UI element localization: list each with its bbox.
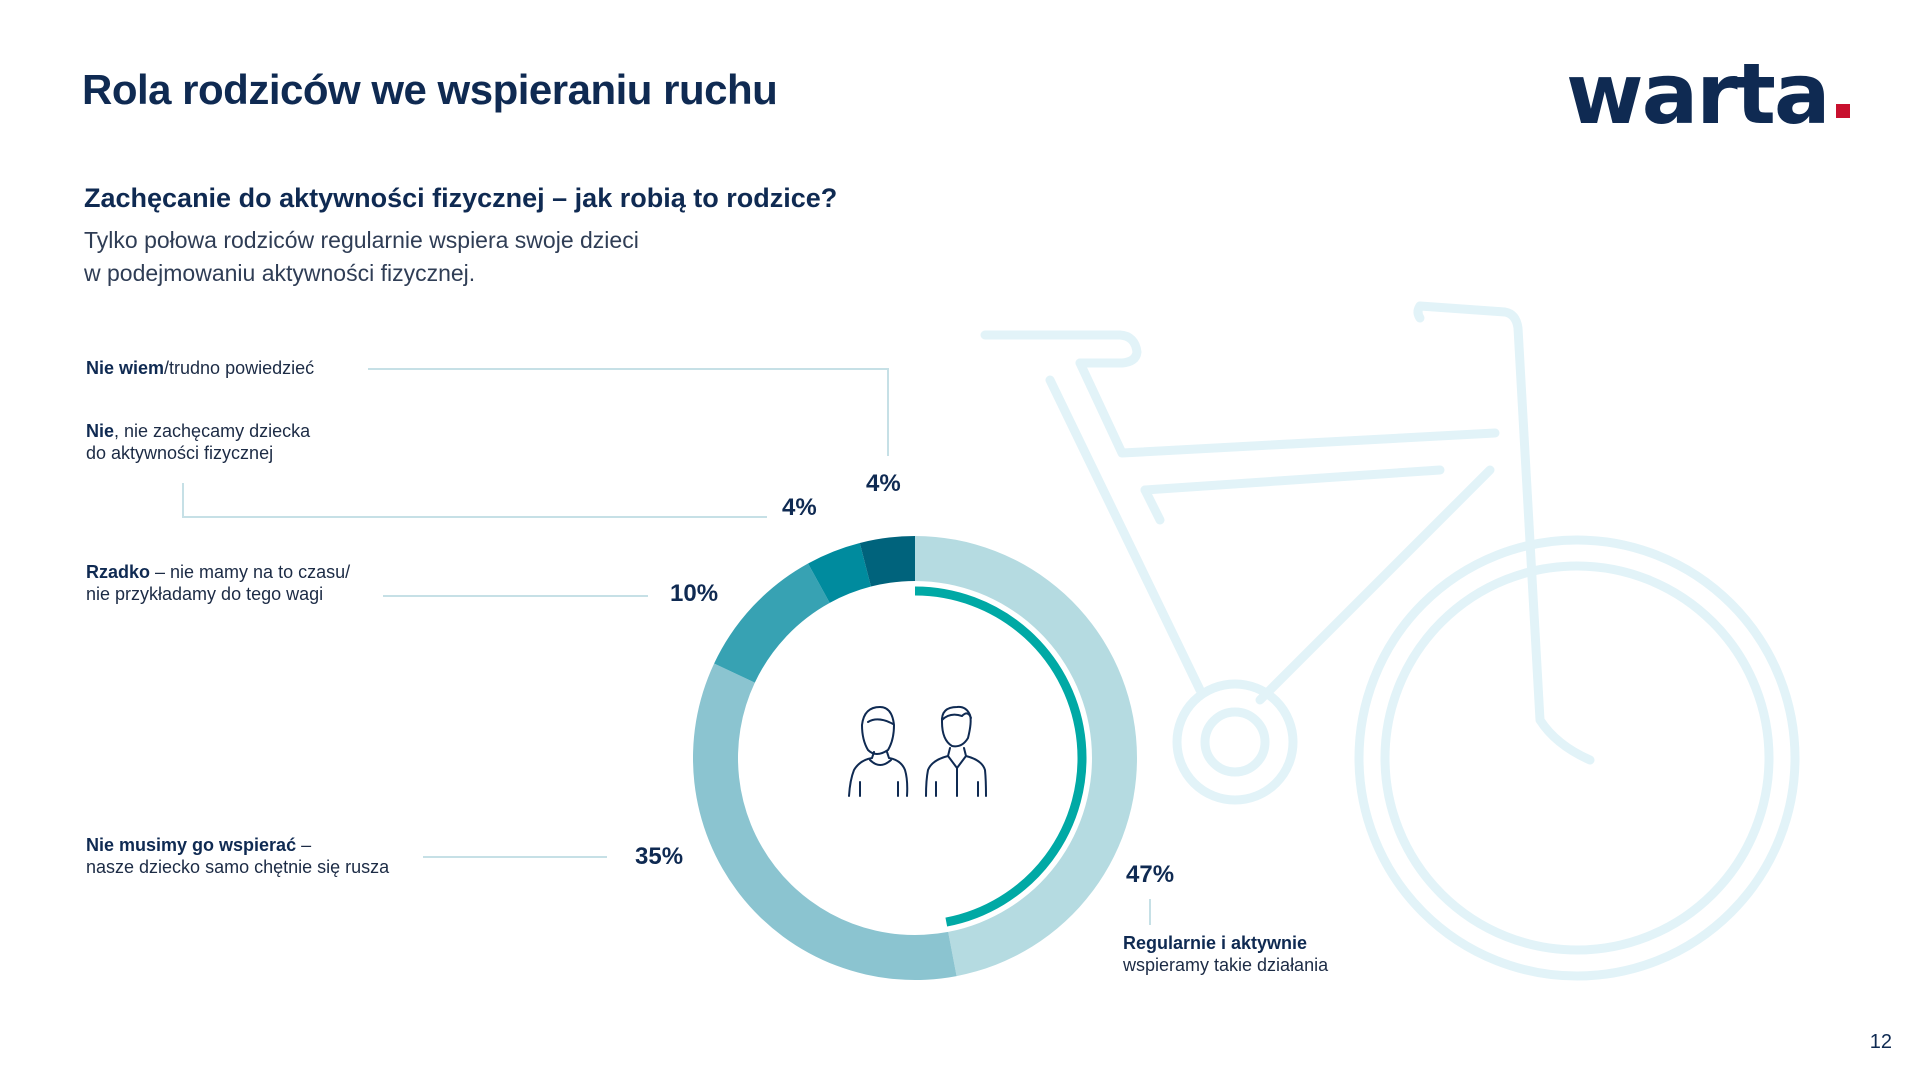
data-label-regularnie: 47% [1126,861,1175,888]
warta-logo: warta [1566,45,1831,143]
data-label-rzadko: 10% [670,580,719,607]
leader-line-nie-wiem [368,368,889,456]
category-label-nie-wiem: Nie wiem/trudno powiedzieć [86,358,315,378]
data-label-nie-wiem: 4% [866,470,901,497]
category-label-nie-musimy: Nie musimy go wspierać – nasze dziecko s… [86,835,390,877]
bicycle-icon [980,301,1800,981]
data-label-nie-musimy: 35% [635,843,684,870]
leader-lines [182,368,1151,925]
donut-chart [693,536,1138,980]
category-label-rzadko: Rzadko – nie mamy na to czasu/ nie przyk… [86,562,351,604]
data-label-nie: 4% [782,494,817,521]
donut-slice-rzadko [714,563,830,683]
page-title: Rola rodziców we wspieraniu ruchu [82,66,778,113]
donut-slice-nie-musimy [693,663,957,980]
chart-subtitle: Zachęcanie do aktywności fizycznej – jak… [84,183,838,213]
logo-dot [1836,104,1850,118]
donut-slice-nie-wiem [859,536,915,587]
leader-line-nie [182,483,767,518]
donut-slice-regularnie [915,536,1138,977]
page-number: 12 [1869,1031,1892,1053]
category-label-nie: Nie, nie zachęcamy dziecka do aktywności… [86,421,311,463]
highlight-arc [914,586,1087,927]
description-line-2: w podejmowaniu aktywności fizycznej. [84,260,476,286]
category-label-regularnie: Regularnie i aktywnie wspieramy takie dz… [1123,933,1329,975]
description-line-1: Tylko połowa rodziców regularnie wspiera… [84,227,639,253]
donut-slice-nie [808,542,871,603]
chart-description: Tylko połowa rodziców regularnie wspiera… [84,224,704,290]
parents-icon [848,705,987,797]
